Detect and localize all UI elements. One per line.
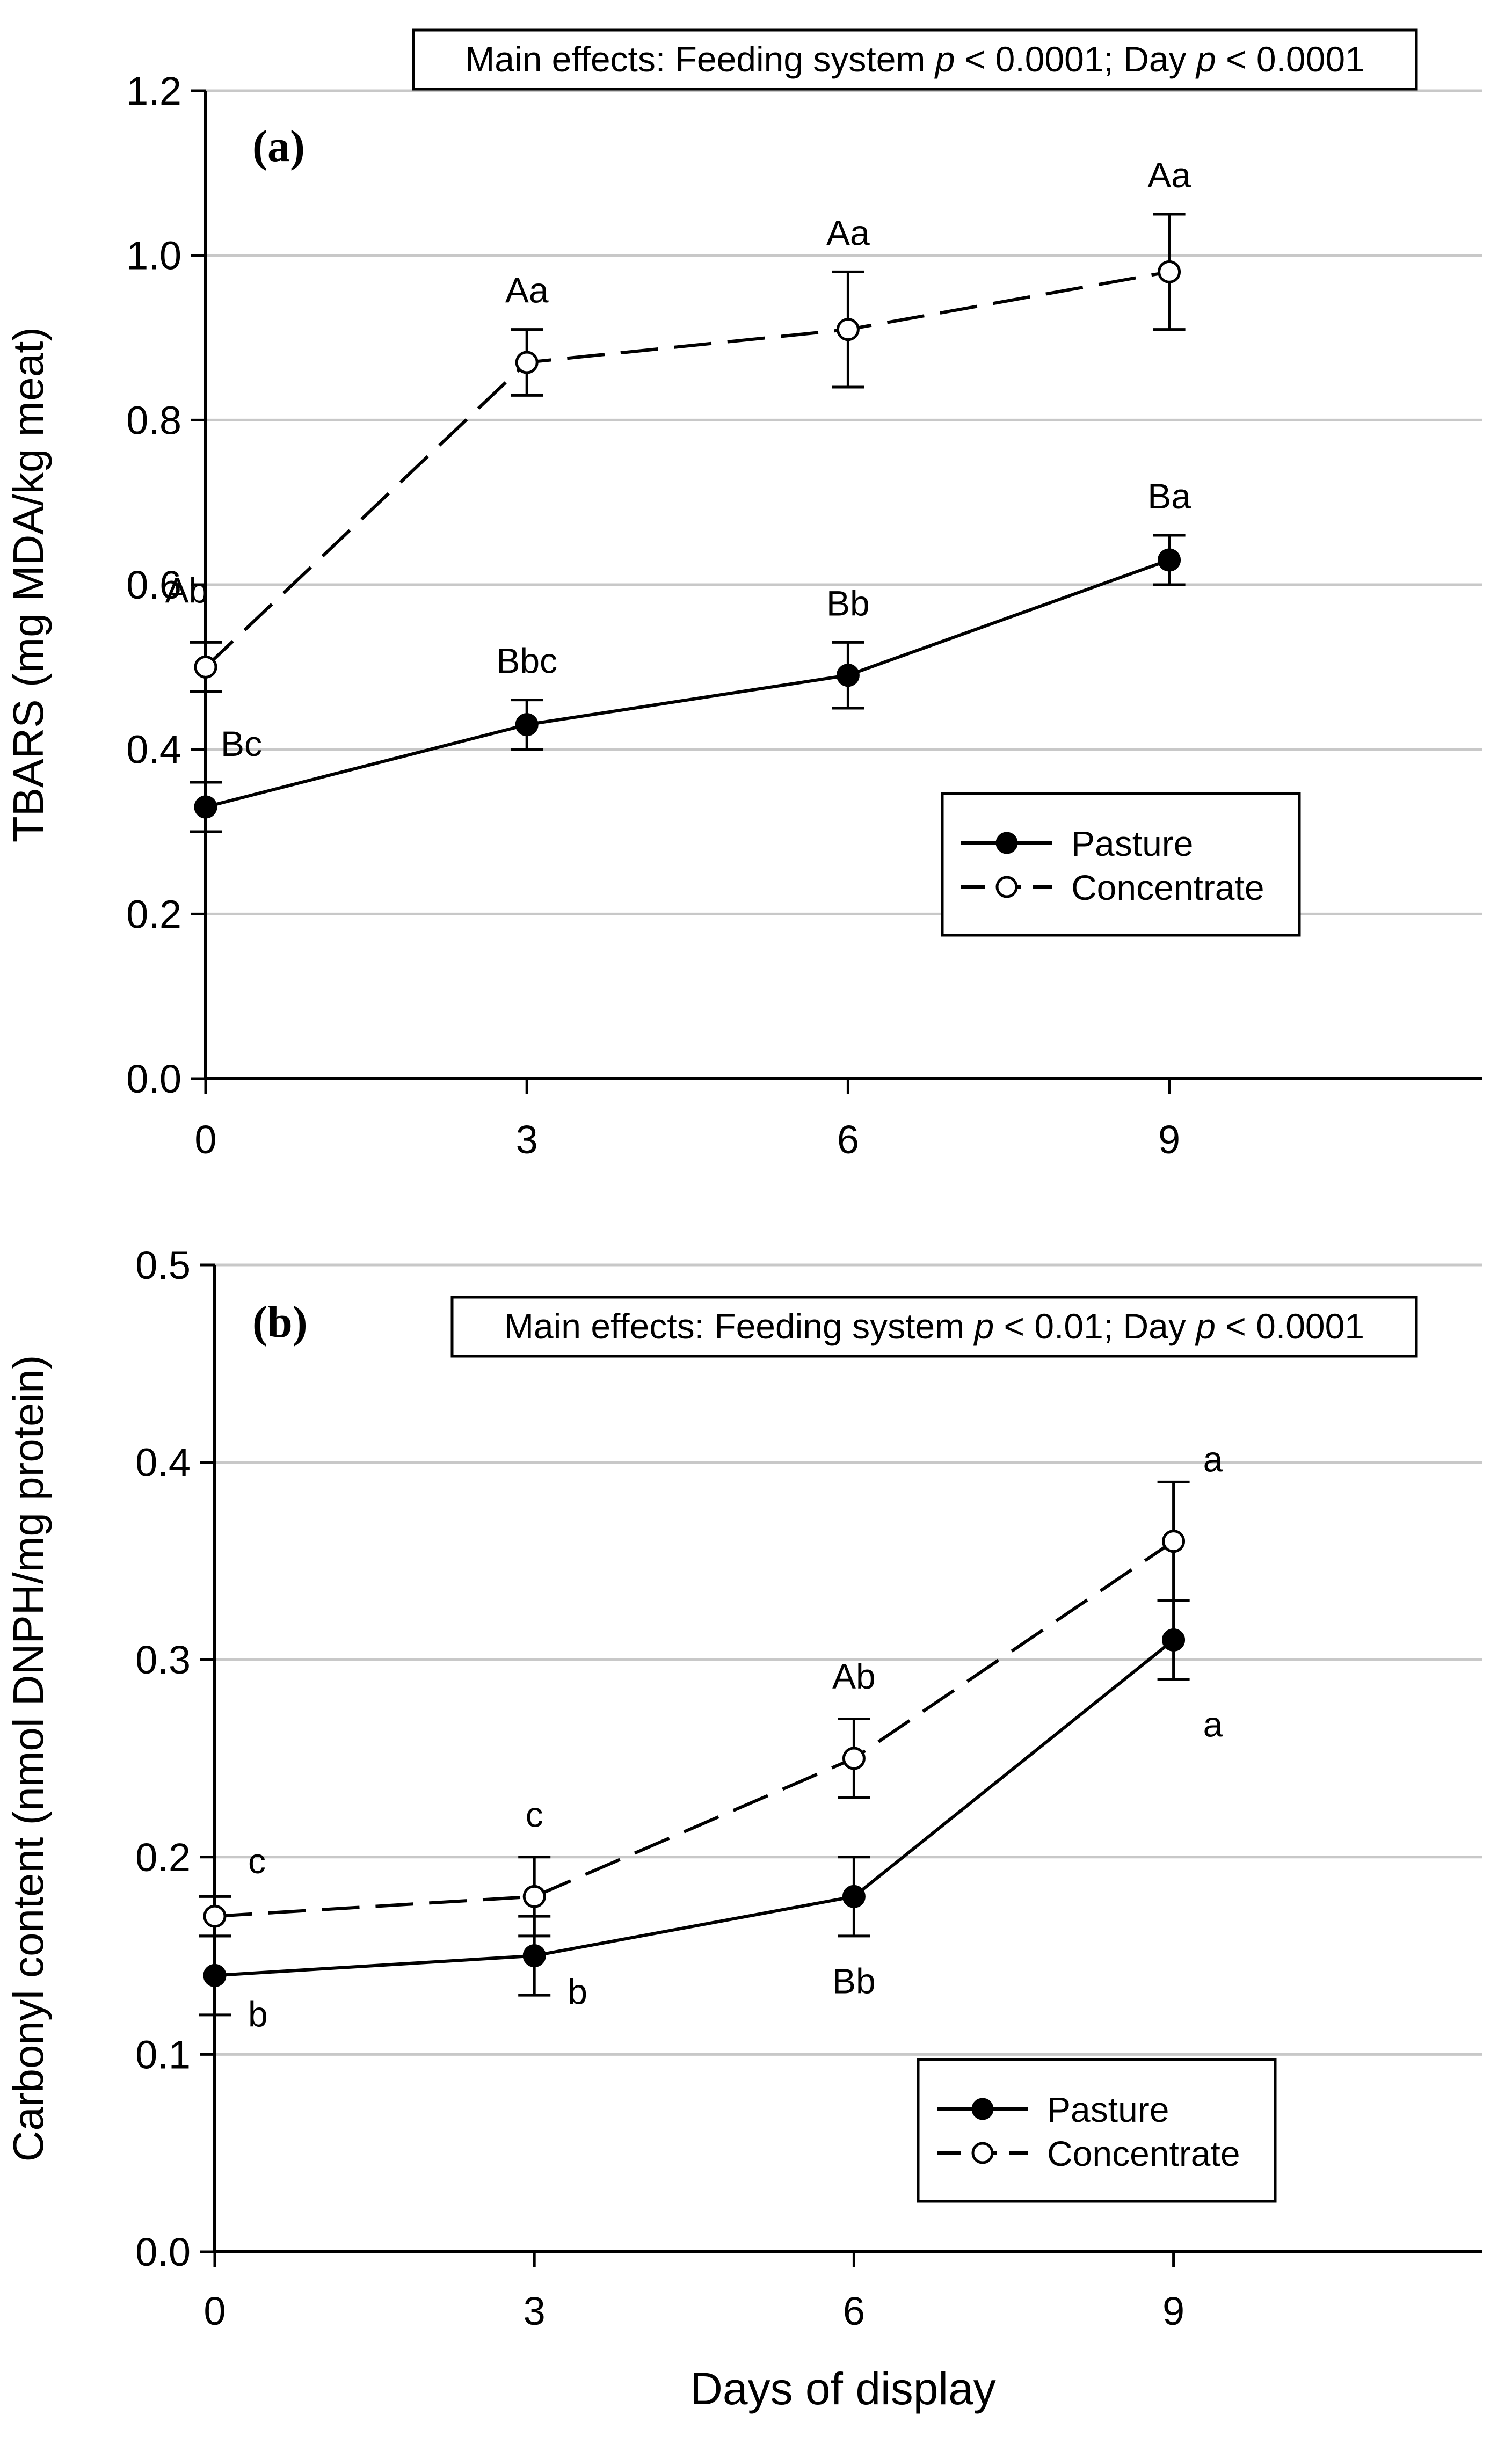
legend-label: Concentrate: [1071, 868, 1264, 907]
annotation-segment: < 0.0001; Day: [955, 39, 1196, 79]
legend-label: Pasture: [1071, 824, 1193, 863]
y-axis-label: TBARS (mg MDA/kg meat): [4, 327, 52, 842]
data-point-concentrate: [842, 1747, 866, 1770]
y-tick-label: 0.3: [135, 1638, 191, 1682]
y-tick-label: 0.8: [126, 398, 181, 442]
data-point-pasture: [1158, 548, 1181, 572]
legend-marker-concentrate: [971, 2142, 994, 2164]
x-tick-label: 6: [837, 1117, 859, 1162]
significance-label: Aa: [1147, 155, 1191, 195]
annotation-segment: < 0.0001: [1216, 39, 1365, 79]
series-line-concentrate: [204, 270, 1170, 668]
annotation-segment: < 0.0001: [1216, 1306, 1364, 1346]
x-tick-label: 3: [516, 1117, 538, 1162]
significance-label: c: [248, 1841, 266, 1881]
x-tick-label: 0: [194, 1117, 216, 1162]
legend-marker-pasture: [971, 2098, 994, 2120]
annotation-p-symbol: p: [973, 1306, 994, 1346]
data-point-pasture: [515, 713, 539, 737]
chart-panel-a: 0.0 0.2 0.4 0.6 0.8 1.0 1.2 0 3 6 9 TBARS (mg MDA/k…: [4, 28, 1482, 1162]
annotation-p-symbol: p: [1195, 1306, 1216, 1346]
x-tick-label: 9: [1158, 1117, 1180, 1162]
data-point-concentrate: [1158, 260, 1181, 283]
annotation-box: [450, 1296, 1418, 1358]
y-tick-label: 0.0: [135, 2230, 191, 2274]
data-point-pasture: [522, 1944, 546, 1968]
x-tick-label: 3: [524, 2289, 546, 2333]
legend-marker-pasture: [995, 832, 1018, 854]
annotation-segment: Main effects: Feeding system: [465, 39, 935, 79]
significance-label: Bb: [826, 583, 870, 623]
y-tick-label: 0.1: [135, 2032, 191, 2077]
y-tick-label: 1.0: [126, 234, 181, 278]
legend-label: Concentrate: [1047, 2134, 1240, 2173]
data-point-pasture: [836, 664, 860, 687]
legend-marker-concentrate: [995, 876, 1018, 898]
y-tick-label: 0.5: [135, 1243, 191, 1287]
legend-box: [917, 2058, 1277, 2203]
annotation-p-symbol: p: [1195, 39, 1216, 79]
significance-label: Ab: [832, 1656, 876, 1696]
annotation-segment: Main effects: Feeding system: [504, 1306, 975, 1346]
annotation-segment: < 0.01; Day: [994, 1306, 1196, 1346]
series-line-concentrate: [214, 1540, 1175, 1918]
significance-label: Bc: [221, 724, 262, 763]
x-tick-label: 0: [203, 2289, 226, 2333]
significance-label: Ab: [165, 570, 209, 610]
x-axis-label: Days of display: [690, 2363, 996, 2414]
significance-label: a: [1203, 1439, 1223, 1479]
series-line-pasture: [205, 558, 1170, 809]
data-point-concentrate: [194, 655, 217, 679]
series-line-pasture: [214, 1639, 1175, 1977]
y-tick-label: 0.0: [126, 1057, 181, 1101]
significance-label: a: [1203, 1704, 1223, 1744]
data-point-concentrate: [203, 1904, 227, 1928]
y-tick-label: 0.4: [135, 1441, 191, 1485]
significance-label: b: [568, 1972, 587, 2012]
y-tick-label: 1.2: [126, 69, 181, 113]
panel-label: (a): [252, 121, 305, 171]
significance-label: Ba: [1147, 476, 1191, 516]
significance-label: Bbc: [496, 641, 557, 681]
y-axis-label: Carbonyl content (nmol DNPH/mg protein): [4, 1355, 52, 2162]
significance-label: c: [526, 1794, 543, 1834]
x-tick-label: 9: [1162, 2289, 1184, 2333]
legend-box: [941, 792, 1301, 937]
data-point-concentrate: [1162, 1530, 1186, 1553]
y-tick-label: 0.4: [126, 728, 181, 772]
panel-label: (b): [252, 1297, 308, 1347]
data-point-pasture: [1162, 1628, 1186, 1652]
data-point-concentrate: [522, 1885, 546, 1908]
annotation-box: [412, 28, 1418, 91]
significance-label: Bb: [832, 1961, 876, 2000]
data-point-concentrate: [515, 351, 539, 374]
significance-label: b: [248, 1994, 268, 2034]
data-point-concentrate: [836, 318, 860, 341]
legend-label: Pasture: [1047, 2090, 1169, 2129]
chart-panel-b: 0.0 0.1 0.2 0.3 0.4 0.5 0 3 6 9 Carbonyl content (…: [4, 1243, 1482, 2414]
data-point-pasture: [194, 795, 217, 819]
significance-label: Aa: [505, 271, 549, 310]
annotation-text: Main effects: Feeding system p < 0.01; D…: [504, 1306, 1364, 1346]
annotation-p-symbol: p: [934, 39, 955, 79]
x-tick-label: 6: [843, 2289, 865, 2333]
significance-label: Aa: [826, 213, 870, 252]
annotation-text: Main effects: Feeding system p < 0.0001;…: [465, 39, 1365, 79]
y-tick-label: 0.2: [135, 1835, 191, 1880]
y-tick-label: 0.6: [126, 563, 181, 607]
data-point-pasture: [203, 1963, 227, 1987]
data-point-pasture: [842, 1885, 866, 1908]
y-tick-label: 0.2: [126, 892, 181, 936]
